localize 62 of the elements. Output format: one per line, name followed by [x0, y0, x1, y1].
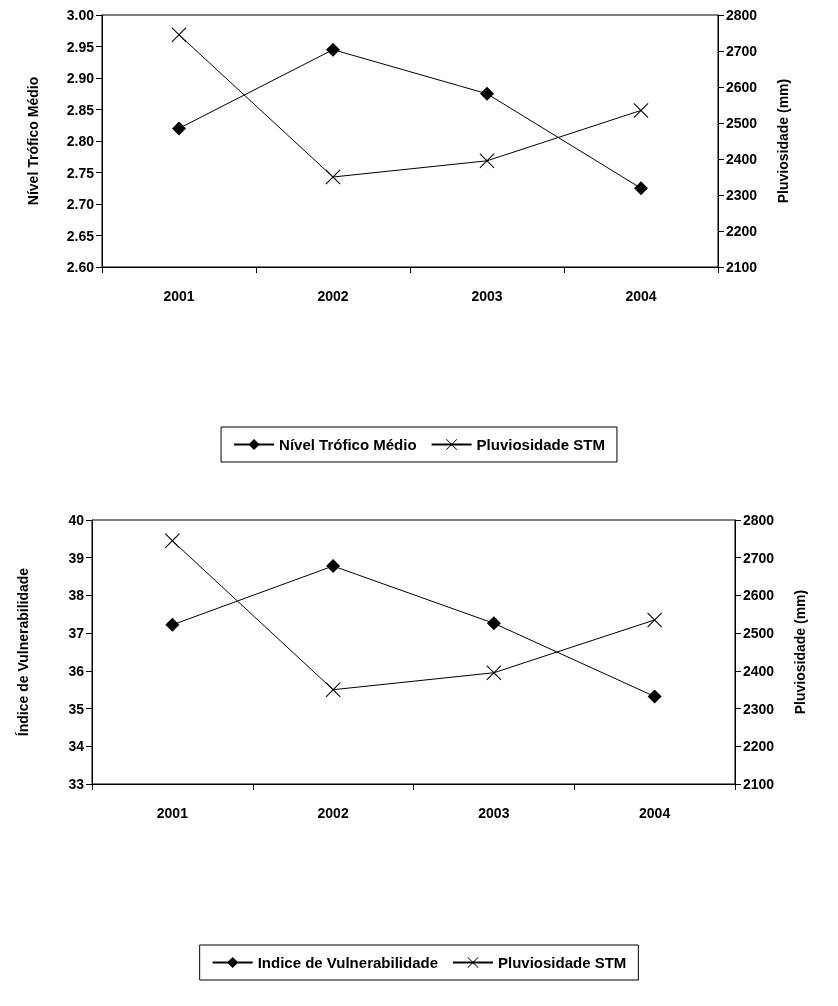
point — [164, 533, 180, 549]
legend-label: Pluviosidade STM — [476, 436, 605, 453]
y2-tick-label: 2800 — [726, 7, 758, 23]
point — [647, 612, 663, 628]
y2-tick-label: 2400 — [726, 151, 758, 167]
y-tick-label: 2.70 — [66, 196, 95, 212]
x-tick-label: 2001 — [163, 288, 195, 304]
point — [326, 559, 341, 574]
point — [633, 102, 649, 118]
y2-tick-label: 2500 — [726, 115, 758, 131]
y2-tick-label: 2100 — [726, 259, 758, 275]
y2-tick-label: 2200 — [743, 738, 775, 755]
y-tick-label: 35 — [68, 700, 85, 717]
x-tick-label: 2003 — [478, 805, 510, 821]
y-tick-label: 3.00 — [66, 7, 95, 23]
y-tick-label: 36 — [68, 662, 85, 679]
legend-label: Indice de Vulnerabilidade — [257, 954, 438, 971]
point — [486, 616, 501, 631]
y-axis-title: Índice de Vulnerabilidade — [15, 567, 31, 737]
y-tick-label: 39 — [68, 549, 85, 566]
y-tick-label: 33 — [68, 776, 85, 792]
point — [634, 181, 648, 196]
y2-tick-label: 2400 — [743, 662, 775, 679]
point — [480, 86, 494, 101]
y-tick-label: 2.75 — [66, 164, 95, 181]
x-tick-label: 2004 — [639, 805, 671, 821]
x-tick-label: 2002 — [317, 288, 349, 304]
point — [325, 682, 341, 698]
y-tick-label: 34 — [68, 738, 85, 755]
y2-tick-label: 2500 — [743, 625, 775, 642]
y-tick-label: 38 — [68, 587, 85, 604]
y2-tick-label: 2700 — [726, 43, 758, 59]
y2-tick-label: 2800 — [743, 512, 775, 528]
y-tick-label: 2.85 — [66, 101, 95, 118]
y2-tick-label: 2300 — [743, 700, 775, 717]
y2-tick-label: 2100 — [743, 776, 775, 792]
y-axis-title: Nível Trófico Médio — [25, 76, 41, 206]
y-tick-label: 2.80 — [66, 133, 95, 149]
y2-tick-label: 2600 — [743, 587, 775, 604]
y-tick-label: 40 — [68, 512, 85, 528]
x-tick-label: 2004 — [625, 288, 657, 304]
x-tick-label: 2002 — [317, 805, 349, 821]
point — [326, 42, 340, 57]
legend-label: Pluviosidade STM — [497, 954, 627, 971]
point — [165, 617, 180, 632]
y2-axis-title: Pluviosidade (mm) — [792, 589, 808, 715]
y-tick-label: 37 — [68, 625, 85, 642]
legend-label: Nível Trófico Médio — [279, 436, 417, 453]
point — [647, 689, 662, 704]
y2-tick-label: 2300 — [726, 187, 758, 203]
y-tick-label: 2.60 — [66, 259, 95, 275]
y-tick-label: 2.95 — [66, 38, 95, 55]
y-tick-label: 2.90 — [66, 70, 95, 86]
y-tick-label: 2.65 — [66, 227, 95, 244]
point — [172, 121, 186, 136]
x-tick-label: 2001 — [156, 805, 189, 821]
y2-tick-label: 2200 — [726, 223, 758, 239]
x-tick-label: 2003 — [471, 288, 503, 304]
y2-axis-title: Pluviosidade (mm) — [775, 78, 791, 204]
y2-tick-label: 2700 — [743, 549, 775, 566]
y2-tick-label: 2600 — [726, 79, 758, 95]
point — [486, 665, 502, 681]
